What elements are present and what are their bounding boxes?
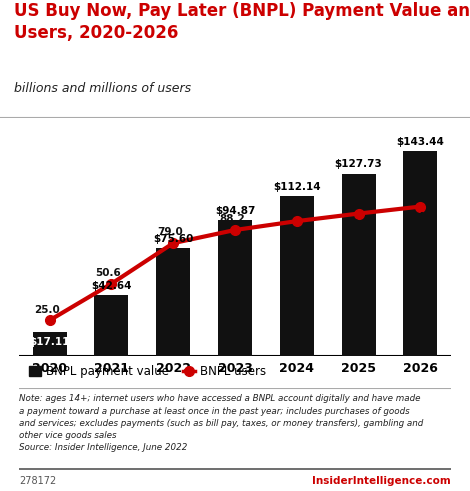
Text: 79.0: 79.0	[157, 227, 183, 238]
Text: Note: ages 14+; internet users who have accessed a BNPL account digitally and ha: Note: ages 14+; internet users who have …	[19, 394, 423, 452]
Text: $127.73: $127.73	[335, 159, 383, 169]
Text: 88.2: 88.2	[219, 214, 245, 224]
Bar	[218, 220, 252, 356]
Text: $42.64: $42.64	[91, 281, 132, 291]
Legend: BNPL payment value, BNPL users: BNPL payment value, BNPL users	[25, 360, 271, 382]
Text: 50.6: 50.6	[95, 268, 121, 278]
Text: 278172: 278172	[19, 476, 56, 486]
Text: $143.44: $143.44	[396, 137, 444, 147]
Text: billions and millions of users: billions and millions of users	[14, 82, 191, 95]
Text: $75.60: $75.60	[153, 234, 194, 244]
Text: InsiderIntelligence.com: InsiderIntelligence.com	[313, 476, 451, 486]
Bar	[94, 295, 128, 356]
Text: 94.4: 94.4	[284, 205, 310, 216]
Text: $112.14: $112.14	[273, 182, 321, 191]
Bar	[403, 151, 437, 356]
Bar	[280, 196, 314, 356]
Bar	[156, 248, 190, 356]
Text: US Buy Now, Pay Later (BNPL) Payment Value and
Users, 2020-2026: US Buy Now, Pay Later (BNPL) Payment Val…	[14, 2, 470, 42]
Text: 104.6: 104.6	[404, 212, 437, 222]
Text: 25.0: 25.0	[34, 304, 60, 315]
Text: $17.11: $17.11	[30, 337, 70, 347]
Text: 99.7: 99.7	[346, 219, 371, 229]
Bar	[33, 331, 67, 356]
Text: $94.87: $94.87	[215, 206, 255, 216]
Bar	[342, 173, 376, 356]
